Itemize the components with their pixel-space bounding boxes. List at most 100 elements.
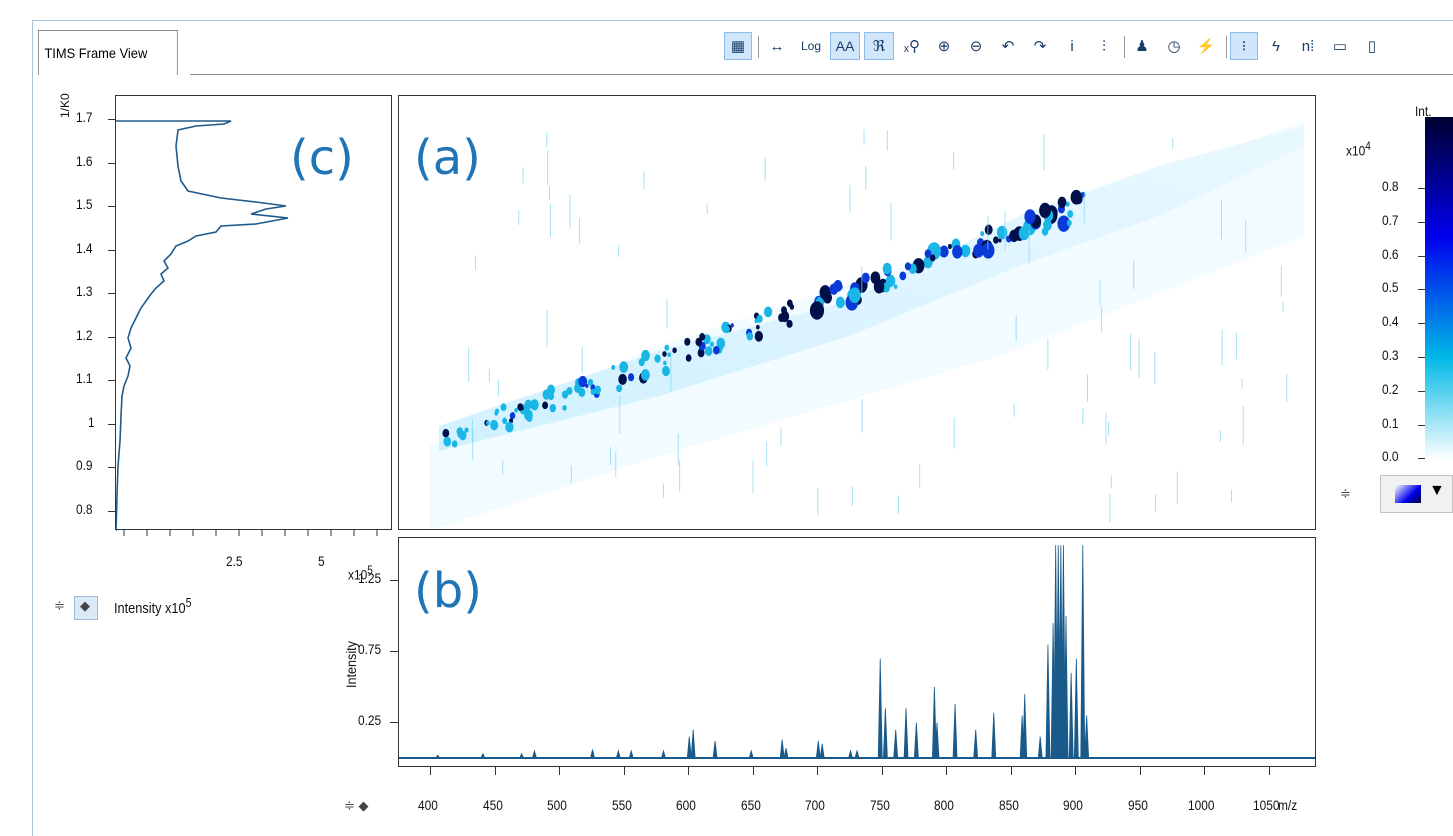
mobilogram-scroll-toggle[interactable] (74, 596, 98, 620)
colormap-select[interactable]: ▼ (1380, 475, 1453, 513)
zoom-in-icon[interactable]: ⊕ (937, 38, 951, 55)
heatmap-plot (429, 121, 1304, 529)
log-scale-button[interactable]: Log (800, 39, 822, 53)
heatmap-spot (861, 272, 870, 284)
colorbar-tick: 0.6 (1382, 245, 1399, 262)
spectrum-multiplier: x105 (348, 564, 373, 583)
spectrum-yaxis-label: Intensity (343, 641, 359, 688)
peak-info-icon[interactable]: i (1070, 37, 1074, 55)
spectrum-peak (991, 712, 997, 759)
colorbar-tick-mark (1418, 255, 1425, 257)
spectrum-xtick: 1000 (1188, 797, 1215, 813)
zoom-x-icon[interactable]: ₓ⚲ (904, 38, 920, 55)
mobilogram-ytick-mark (108, 467, 115, 468)
heatmap-spot (713, 345, 720, 355)
spectrum-xtick: 800 (934, 797, 955, 813)
heatmap-spots (442, 129, 1288, 523)
heatmap-spot (1067, 210, 1074, 218)
mobilogram-xtick-0: 2.5 (226, 553, 243, 569)
spectrum-xtick-mark (881, 767, 883, 775)
heatmap-spot (835, 296, 845, 309)
mobilogram-ytick: 0.8 (76, 500, 93, 517)
heatmap-spot (993, 236, 999, 244)
spectrum-ytick: 1.25 (358, 569, 382, 586)
antialias-button[interactable]: AA (830, 32, 860, 60)
heatmap-spot (1039, 202, 1051, 219)
spectrum-multiplier-exp: 5 (367, 564, 373, 577)
colorbar-tick: 0.0 (1382, 448, 1399, 465)
spectrum-xtick-mark (430, 767, 432, 775)
heatmap-band (439, 126, 1304, 451)
colorbar-updown-icon[interactable]: ≑ (1340, 486, 1351, 501)
heatmap-spot (1024, 209, 1036, 224)
mobilogram-ytick-mark (108, 119, 115, 120)
maximize-icon[interactable]: ▯ (1367, 38, 1377, 55)
heatmap-spot (882, 262, 892, 275)
mobilogram-updown-icon[interactable]: ≑ (54, 598, 65, 613)
mobilogram-xaxis-ticks (123, 530, 378, 536)
overview-map-icon[interactable]: ▦ (724, 32, 752, 60)
toolbar-separator (758, 36, 759, 58)
mobilogram-ytick: 1.3 (76, 283, 93, 299)
zoom-out-icon[interactable]: ⊖ (969, 38, 983, 55)
heatmap-spot (638, 358, 645, 367)
spectrum-plot (399, 545, 1315, 759)
peak-label-icon[interactable]: ⫶ (1102, 37, 1106, 55)
heatmap-spot (899, 271, 907, 281)
minimize-icon[interactable]: ▭ (1332, 38, 1348, 55)
mobilogram-ytick-mark (108, 380, 115, 381)
undo-icon[interactable]: ↶ (1001, 38, 1015, 55)
spectrum-peak (690, 729, 696, 759)
spectrum-flash-icon[interactable]: ⚡ (1196, 38, 1216, 55)
mobilogram-ytick: 0.9 (76, 457, 93, 473)
zoom-people-icon[interactable]: ℜ (864, 32, 894, 60)
annotation-c: (c) (290, 130, 354, 186)
heatmap-panel[interactable] (398, 95, 1316, 530)
spectrum-panel[interactable] (398, 537, 1316, 767)
mobilogram-ytick-mark (108, 423, 115, 425)
lightning-icon[interactable]: ϟ (1272, 37, 1280, 55)
spectrum-xtick: 400 (418, 797, 439, 813)
spectrum-xtick: 450 (482, 797, 503, 813)
heatmap-spot (663, 360, 667, 366)
spectrum-peak (779, 739, 785, 759)
mobilogram-leftright-icon[interactable]: ◆ (80, 598, 90, 613)
numeric-labels-icon[interactable]: n⁞ (1301, 37, 1315, 55)
expand-horizontal-icon[interactable]: ↔ (769, 37, 785, 55)
heatmap-spot (781, 306, 787, 314)
bottom-spinner[interactable]: ≑ ◆ (344, 798, 369, 813)
spectrum-peak (480, 752, 486, 759)
cursor-info-icon[interactable]: ⁝ (1230, 32, 1258, 60)
heatmap-spot (786, 319, 793, 328)
heatmap-spot (809, 301, 825, 320)
heatmap-spot (1057, 196, 1067, 208)
heatmap-spot (566, 386, 573, 395)
colorbar-multiplier: x104 (1346, 140, 1371, 159)
spectrum-peak (903, 708, 909, 759)
heatmap-spot (685, 354, 692, 362)
heatmap-spot (819, 285, 831, 300)
mobilogram-panel[interactable] (115, 95, 392, 531)
spectrum-peak (748, 749, 754, 759)
heatmap-spot (789, 303, 795, 310)
person-icon[interactable]: ♟ (1135, 38, 1149, 55)
heatmap-spot (756, 324, 760, 330)
spectrum-peak (531, 749, 537, 759)
heatmap-spot (562, 404, 567, 411)
heatmap-spot (695, 337, 703, 347)
colorbar-tick-mark (1418, 424, 1425, 426)
spectrum-peak (518, 752, 525, 759)
mobilogram-trace (116, 120, 289, 531)
toolbar-separator (1226, 36, 1227, 58)
clock-icon[interactable]: ◷ (1167, 38, 1181, 55)
spectrum-xtick: 650 (740, 797, 761, 813)
spectrum-xtick-mark (1268, 767, 1270, 775)
heatmap-spot (509, 412, 516, 420)
redo-icon[interactable]: ↷ (1033, 38, 1047, 55)
heatmap-spot (929, 254, 936, 262)
colorbar-tick-mark (1418, 188, 1425, 189)
tab-tims-frame-view[interactable]: TIMS Frame View (38, 30, 178, 75)
heatmap-spot (998, 238, 1002, 243)
spectrum-peak (712, 740, 718, 759)
heatmap-spot (664, 344, 670, 351)
